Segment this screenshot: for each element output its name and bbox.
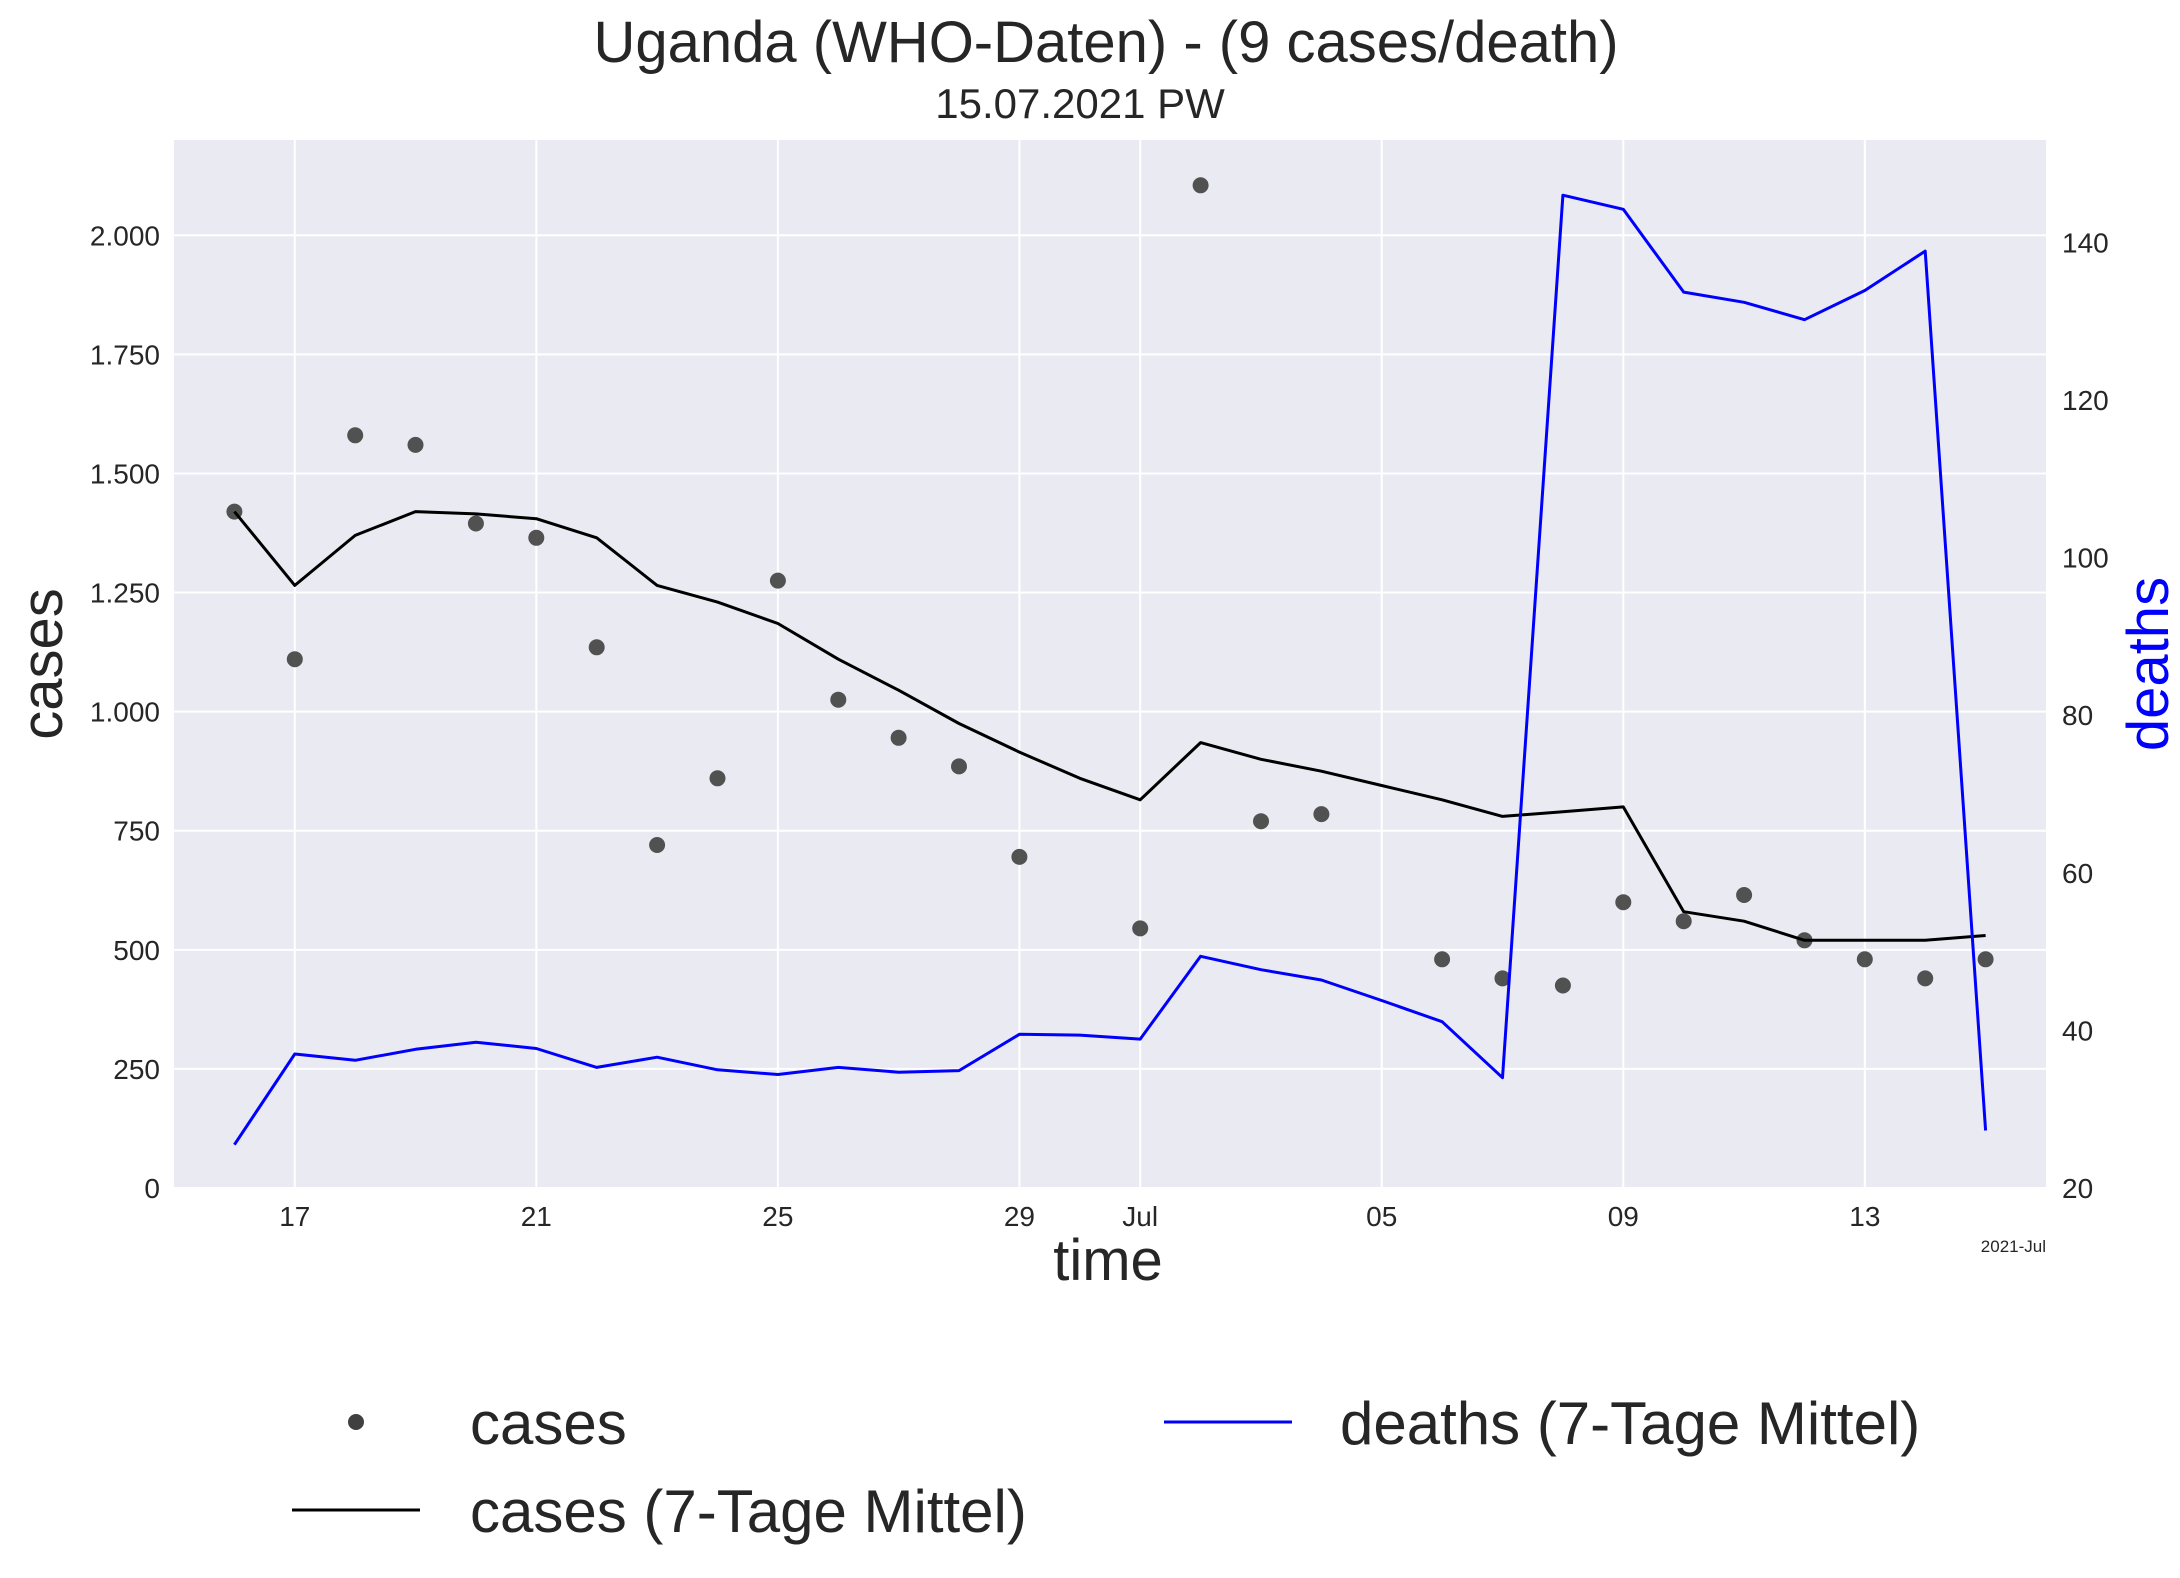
cases-point [407,436,424,453]
cases-point [1736,887,1753,903]
y-tick-label-right: 120 [2062,385,2109,416]
y-tick-label-left: 1.250 [90,578,160,609]
y-tick-label-right: 140 [2062,227,2109,258]
x-tick-label: 17 [279,1201,310,1232]
chart-title: Uganda (WHO-Daten) - (9 cases/death) [593,10,1618,75]
cases-point [588,639,605,656]
legend-label-deaths-avg: deaths (7-Tage Mittel) [1340,1390,1920,1457]
cases-point [1675,913,1692,930]
x-tick-label: 29 [1004,1201,1035,1232]
plot-area [174,140,2046,1188]
cases-7day-avg-line [233,510,1986,942]
cases-point [1554,977,1571,994]
legend-label-cases-avg: cases (7-Tage Mittel) [470,1478,1027,1545]
cases-point [1434,951,1451,968]
y-tick-label-right: 20 [2062,1173,2093,1204]
grid [174,140,2046,1189]
cases-point [1253,813,1269,830]
cases-point [649,837,666,853]
x-tick-label: 13 [1849,1201,1880,1232]
cases-point [951,758,967,775]
y-tick-label-left: 250 [113,1054,160,1085]
x-axis-ticks: 17 21 25 29 Jul 05 09 13 [279,1201,1880,1232]
y-tick-label-left: 2.000 [90,220,160,251]
cases-point [1977,951,1994,968]
cases-point [1917,970,1934,987]
y-tick-label-left: 1.000 [90,697,160,728]
cases-point [528,529,545,546]
y-tick-label-left: 1.500 [90,458,160,489]
cases-point [830,691,847,708]
cases-point [286,651,303,668]
y-axis-label-left: cases [10,588,75,740]
cases-point [347,427,364,444]
y-axis-label-right: deaths [2116,577,2180,751]
cases-point [709,770,726,787]
x-tick-label: 05 [1366,1201,1397,1232]
x-tick-label: 21 [521,1201,552,1232]
x-tick-label: Jul [1122,1201,1158,1232]
legend: cases cases (7-Tage Mittel) deaths (7-Ta… [292,1390,1920,1545]
y-tick-label-left: 500 [113,935,160,966]
cases-point [890,729,907,746]
cases-point [1132,920,1149,937]
cases-point [769,572,786,589]
y-tick-label-left: 750 [113,816,160,847]
y-tick-label-right: 60 [2062,858,2093,889]
cases-point [1615,894,1632,911]
cases-point [1313,806,1330,823]
y-tick-label-right: 80 [2062,700,2093,731]
y-tick-label-left: 1.750 [90,339,160,370]
chart-subtitle: 15.07.2021 PW [935,80,1225,127]
x-axis-label: time [1053,1228,1163,1293]
x-tick-label: 09 [1608,1201,1639,1232]
left-axis-ticks: 0 250 500 750 1.000 1.250 1.500 1.750 2.000 [90,220,160,1204]
y-tick-label-right: 40 [2062,1015,2093,1046]
right-axis-ticks: 20 40 60 80 100 120 140 [2062,227,2109,1204]
cases-point [1856,951,1873,968]
series-layer [226,177,1994,1146]
cases-point [1494,970,1511,987]
y-tick-label-left: 0 [144,1173,160,1204]
cases-point [1192,177,1209,194]
x-axis-offset-label: 2021-Jul [1981,1237,2046,1256]
x-tick-label: 25 [762,1201,793,1232]
cases-point [1011,848,1028,865]
cases-point [467,515,484,532]
legend-marker-cases [348,1414,364,1430]
y-tick-label-right: 100 [2062,543,2109,574]
deaths-7day-avg-line [233,193,1988,1146]
legend-label-cases: cases [470,1390,627,1457]
